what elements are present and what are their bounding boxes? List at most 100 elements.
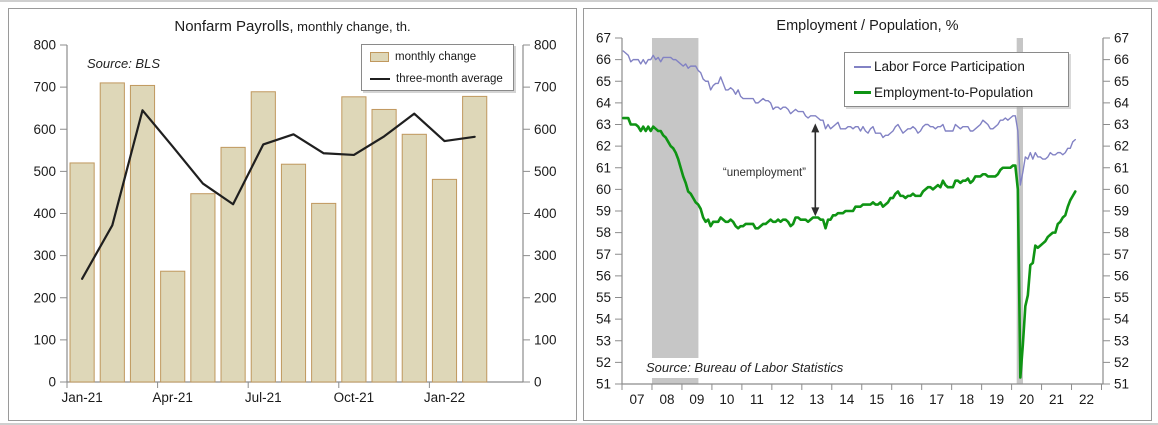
legend-label: three-month average xyxy=(396,72,503,85)
svg-text:19: 19 xyxy=(989,392,1004,407)
svg-text:54: 54 xyxy=(596,312,612,327)
svg-text:52: 52 xyxy=(1114,355,1129,370)
svg-text:65: 65 xyxy=(1114,74,1129,89)
svg-text:54: 54 xyxy=(1114,312,1130,327)
svg-text:64: 64 xyxy=(1114,95,1130,110)
svg-text:57: 57 xyxy=(596,247,611,262)
svg-text:53: 53 xyxy=(596,333,611,348)
svg-text:13: 13 xyxy=(809,392,824,407)
svg-text:100: 100 xyxy=(33,332,56,347)
svg-text:Jan-21: Jan-21 xyxy=(61,390,102,405)
svg-text:700: 700 xyxy=(33,80,56,95)
legend-item-three-month-average: three-month average xyxy=(362,67,513,89)
svg-text:52: 52 xyxy=(596,355,611,370)
labor-force-participation-line xyxy=(622,50,1076,186)
nonfarm-payrolls-plot: 0 0 100 100 200 200 300 300 400 400 500 500 600 600 70… xyxy=(33,38,556,406)
svg-text:22: 22 xyxy=(1079,392,1094,407)
svg-text:Oct-21: Oct-21 xyxy=(334,390,375,405)
monthly-change-bars xyxy=(69,82,488,383)
svg-text:58: 58 xyxy=(596,225,611,240)
svg-text:08: 08 xyxy=(659,392,674,407)
svg-text:60: 60 xyxy=(1114,182,1129,197)
left-legend: monthly change three-month average xyxy=(361,44,514,91)
svg-text:12: 12 xyxy=(779,392,794,407)
employment-to-population-line xyxy=(621,116,1077,379)
svg-text:Apr-21: Apr-21 xyxy=(152,390,193,405)
svg-text:800: 800 xyxy=(33,38,56,53)
employment-population-plot: 51 51 52 52 53 53 54 54 55 55 56 56 57 57 58 58 59 59 60 60… xyxy=(596,31,1130,408)
svg-text:64: 64 xyxy=(596,95,612,110)
svg-text:700: 700 xyxy=(534,80,557,95)
svg-text:300: 300 xyxy=(534,248,557,263)
three-month-average-line xyxy=(80,109,476,280)
nonfarm-payrolls-chart-panel: 0 0 100 100 200 200 300 300 400 400 500 500 600 600 70… xyxy=(8,8,577,421)
svg-text:61: 61 xyxy=(596,160,611,175)
svg-text:60: 60 xyxy=(596,182,611,197)
svg-text:Jan-22: Jan-22 xyxy=(424,390,465,405)
svg-text:400: 400 xyxy=(534,206,557,221)
svg-text:66: 66 xyxy=(596,52,611,67)
top-edge-divider xyxy=(0,0,1158,2)
svg-text:56: 56 xyxy=(1114,268,1129,283)
svg-text:55: 55 xyxy=(1114,290,1129,305)
svg-text:600: 600 xyxy=(33,122,56,137)
svg-text:17: 17 xyxy=(929,392,944,407)
svg-text:07: 07 xyxy=(629,392,644,407)
bar-swatch-icon xyxy=(370,51,389,62)
left-source-note: Source: BLS xyxy=(87,56,160,71)
svg-text:21: 21 xyxy=(1049,392,1064,407)
svg-text:63: 63 xyxy=(596,117,611,132)
unemployment-gap-arrow xyxy=(811,123,820,217)
left-chart-title: Nonfarm Payrolls, monthly change, th. xyxy=(9,18,576,35)
thin-line-swatch-icon xyxy=(854,65,871,68)
svg-text:600: 600 xyxy=(534,122,557,137)
svg-text:800: 800 xyxy=(534,38,557,53)
svg-text:500: 500 xyxy=(534,164,557,179)
legend-label: Labor Force Participation xyxy=(874,59,1025,74)
svg-text:11: 11 xyxy=(750,392,764,407)
recession-bands xyxy=(651,38,1023,384)
bottom-edge-divider xyxy=(0,423,1158,425)
svg-text:53: 53 xyxy=(1114,333,1129,348)
svg-text:62: 62 xyxy=(596,139,611,154)
svg-text:57: 57 xyxy=(1114,247,1129,262)
thick-line-swatch-icon xyxy=(854,91,871,94)
right-source-note: Source: Bureau of Labor Statistics xyxy=(640,358,854,378)
unemployment-annotation-label: “unemployment” xyxy=(722,167,806,179)
right-axes: 51 51 52 52 53 53 54 54 55 55 56 56 57 57 58 58 59 59 60 60… xyxy=(596,31,1130,408)
svg-text:66: 66 xyxy=(1114,52,1129,67)
svg-text:61: 61 xyxy=(1114,160,1129,175)
svg-text:16: 16 xyxy=(899,392,914,407)
svg-text:67: 67 xyxy=(1114,31,1129,46)
svg-text:300: 300 xyxy=(33,248,56,263)
legend-item-employment-to-population: Employment-to-Population xyxy=(845,79,1068,105)
svg-text:51: 51 xyxy=(1114,377,1129,392)
svg-text:10: 10 xyxy=(719,392,734,407)
right-legend: Labor Force Participation Employment-to-… xyxy=(844,52,1069,107)
svg-text:Jul-21: Jul-21 xyxy=(245,390,282,405)
left-axes: 0 0 100 100 200 200 300 300 400 400 500 500 600 600 70… xyxy=(33,38,556,406)
svg-text:400: 400 xyxy=(33,206,56,221)
svg-text:63: 63 xyxy=(1114,117,1129,132)
svg-text:56: 56 xyxy=(596,268,611,283)
svg-text:200: 200 xyxy=(534,290,557,305)
svg-text:62: 62 xyxy=(1114,139,1129,154)
svg-text:200: 200 xyxy=(33,290,56,305)
line-swatch-icon xyxy=(370,77,390,80)
svg-text:58: 58 xyxy=(1114,225,1129,240)
svg-text:67: 67 xyxy=(596,31,611,46)
svg-text:0: 0 xyxy=(534,375,542,390)
legend-label: monthly change xyxy=(395,50,477,63)
left-chart-title-sub: monthly change, th. xyxy=(293,19,411,34)
svg-text:55: 55 xyxy=(596,290,611,305)
svg-text:09: 09 xyxy=(689,392,704,407)
right-chart-title: Employment / Population, % xyxy=(776,18,959,34)
svg-text:51: 51 xyxy=(596,377,611,392)
legend-label: Employment-to-Population xyxy=(874,85,1034,100)
employment-population-chart-panel: 51 51 52 52 53 53 54 54 55 55 56 56 57 57 58 58 59 59 60 60… xyxy=(583,8,1152,421)
svg-text:100: 100 xyxy=(534,332,557,347)
svg-text:14: 14 xyxy=(839,392,855,407)
legend-item-labor-force-participation: Labor Force Participation xyxy=(845,53,1068,79)
left-chart-title-main: Nonfarm Payrolls, xyxy=(174,18,294,35)
